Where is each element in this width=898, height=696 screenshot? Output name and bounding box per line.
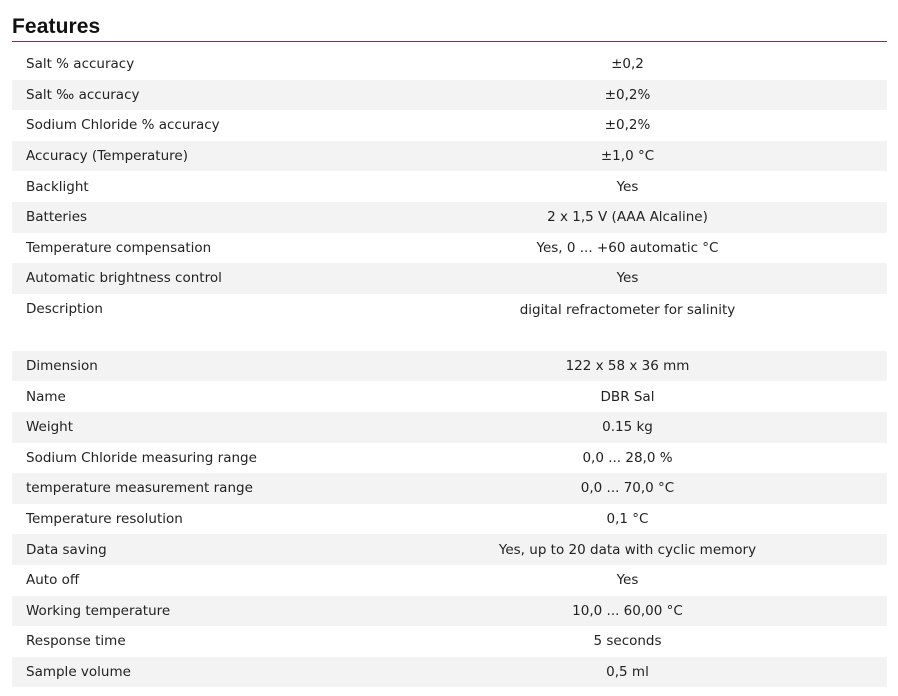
spec-label: Backlight — [26, 178, 89, 195]
spec-row: Accuracy (Temperature) ±1,0 °C — [12, 140, 887, 172]
spec-value: DBR Sal — [600, 388, 655, 405]
spec-label: Temperature compensation — [26, 239, 212, 256]
spec-row: Salt ‰ accuracy ±0,2% — [12, 79, 887, 111]
spec-label: Sample volume — [12, 656, 368, 688]
spec-value: 0,5 ml — [368, 656, 887, 688]
spec-value: Yes, 0 ... +60 automatic °C — [536, 239, 719, 256]
spec-label: Response time — [26, 633, 126, 650]
spec-value: 0,0 ... 70,0 °C — [368, 473, 887, 504]
title-divider — [12, 41, 887, 42]
spec-value: ±0,2 — [611, 56, 644, 73]
spec-value: digital refractometer for salinity — [519, 301, 736, 318]
spec-label: Automatic brightness control — [12, 263, 368, 294]
spec-row: Dimension 122 x 58 x 36 mm — [12, 350, 887, 382]
spec-row: Temperature resolution 0,1 °C — [12, 504, 887, 535]
spec-row: Weight 0.15 kg — [12, 411, 887, 443]
spec-row: Automatic brightness control Yes — [12, 263, 887, 294]
spec-row: Sample volume 0,5 ml — [12, 656, 887, 688]
spec-label: Salt ‰ accuracy — [12, 79, 368, 111]
spec-value: Yes — [368, 263, 887, 294]
spec-label: Sodium Chloride % accuracy — [26, 117, 220, 134]
spec-row: Data saving Yes, up to 20 data with cycl… — [12, 534, 887, 565]
spec-row: temperature measurement range 0,0 ... 70… — [12, 473, 887, 504]
spec-row: Name DBR Sal — [12, 381, 887, 412]
spec-label: Sodium Chloride measuring range — [26, 449, 257, 466]
spec-value: Yes — [616, 178, 639, 195]
spec-row: Description digital refractometer for sa… — [12, 294, 887, 351]
spec-label: Batteries — [12, 201, 368, 233]
spec-label: Accuracy (Temperature) — [12, 140, 368, 172]
spec-label: Description — [26, 300, 103, 317]
spec-label: Data saving — [12, 534, 368, 565]
spec-value: ±0,2% — [604, 117, 651, 134]
spec-label: Working temperature — [12, 595, 368, 627]
spec-row: Response time 5 seconds — [12, 626, 887, 657]
spec-value: 5 seconds — [593, 633, 662, 650]
spec-label: Weight — [12, 411, 368, 443]
spec-row: Sodium Chloride % accuracy ±0,2% — [12, 110, 887, 141]
spec-label: Dimension — [12, 350, 368, 382]
spec-value: 0,0 ... 28,0 % — [582, 449, 673, 466]
spec-row: Sodium Chloride measuring range 0,0 ... … — [12, 443, 887, 474]
spec-label: Auto off — [26, 572, 80, 589]
spec-value: Yes — [616, 572, 639, 589]
spec-label: Name — [26, 388, 66, 405]
spec-label: Salt % accuracy — [26, 56, 135, 73]
spec-value: Yes, up to 20 data with cyclic memory — [368, 534, 887, 565]
section-title: Features — [12, 15, 101, 38]
spec-row: Backlight Yes — [12, 171, 887, 202]
spec-value: 2 x 1,5 V (AAA Alcaline) — [368, 201, 887, 233]
spec-row: Temperature compensation Yes, 0 ... +60 … — [12, 233, 887, 264]
spec-value: 10,0 ... 60,00 °C — [368, 595, 887, 627]
spec-value: 122 x 58 x 36 mm — [368, 350, 887, 382]
spec-row: Salt % accuracy ±0,2 — [12, 49, 887, 80]
spec-row: Batteries 2 x 1,5 V (AAA Alcaline) — [12, 201, 887, 233]
spec-label: Temperature resolution — [26, 511, 183, 528]
spec-label: temperature measurement range — [12, 473, 368, 504]
spec-value: 0,1 °C — [606, 511, 649, 528]
spec-value: ±1,0 °C — [368, 140, 887, 172]
spec-value: 0.15 kg — [368, 411, 887, 443]
spec-value: ±0,2% — [368, 79, 887, 111]
spec-row: Auto off Yes — [12, 565, 887, 596]
spec-table: Salt % accuracy ±0,2 Salt ‰ accuracy ±0,… — [12, 49, 887, 688]
spec-row: Working temperature 10,0 ... 60,00 °C — [12, 595, 887, 627]
